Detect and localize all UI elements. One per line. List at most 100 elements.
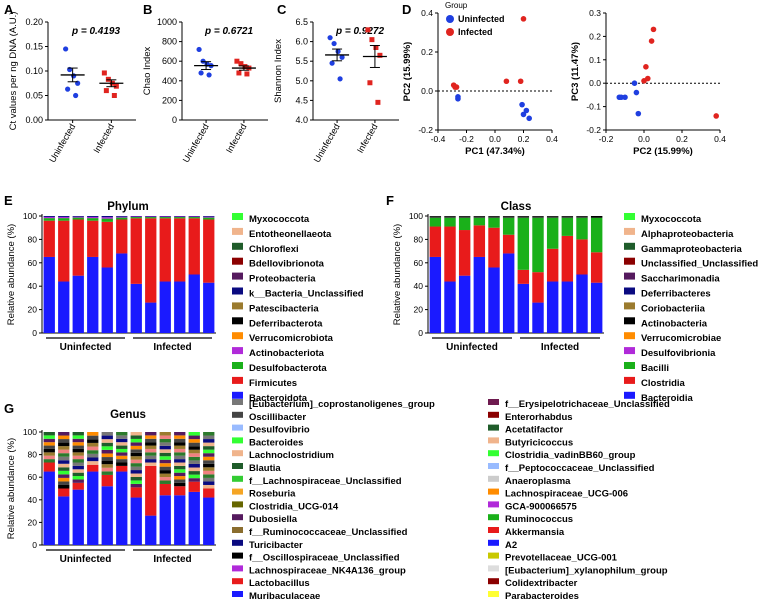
g-bar-segment-top <box>145 462 157 466</box>
e-legend-swatch <box>232 242 243 250</box>
g-bar-segment-middle <box>159 483 171 496</box>
f-legend-swatch <box>624 242 635 250</box>
f-bar-segment-top <box>444 216 456 218</box>
d2-point-infected <box>713 113 719 119</box>
b-p-value: p = 0.6721 <box>204 26 254 37</box>
d2-point-uninfected <box>622 94 628 101</box>
d2-x-tick-label: 0.0 <box>638 134 650 144</box>
g-bar-segment-top <box>203 481 215 485</box>
g-legend-swatch <box>488 424 499 431</box>
f-bar-segment-top <box>590 216 603 218</box>
g-bar-segment-top <box>87 457 99 462</box>
g-legend-label: Enterorhabdus <box>505 412 573 423</box>
e-y-tick-label: 60 <box>28 258 38 268</box>
g-bar-segment-top <box>87 439 99 443</box>
g-bar-segment-top <box>203 463 215 468</box>
b-point-uninfected <box>196 46 202 53</box>
d-legend-label-infected: Infected <box>458 27 493 37</box>
f-bar-segment-upper <box>532 217 544 273</box>
c-y-tick-label: 5.0 <box>295 76 308 86</box>
g-legend-label: Lactobacillus <box>249 578 310 589</box>
f-bar-segment-top <box>458 216 471 218</box>
g-bar-segment-top <box>203 460 215 464</box>
g-legend-swatch <box>232 514 243 521</box>
g-legend-label: Clostridia_UCG-014 <box>249 501 339 512</box>
g-legend-label: f__Oscillospiraceae_Unclassified <box>249 553 400 564</box>
g-bar-segment-top <box>43 442 55 446</box>
f-legend-label: Verrucomicrobiae <box>641 333 721 344</box>
a-y-tick-label: 0.05 <box>25 91 43 101</box>
g-bar-segment-top <box>174 476 186 480</box>
g-bar-segment-top <box>101 446 113 450</box>
e-bar-segment-top <box>116 216 128 217</box>
g-bar-segment-top <box>203 446 215 450</box>
g-bar-segment-top <box>72 465 84 470</box>
f-legend-label: Saccharimonadia <box>641 274 720 285</box>
e-bar-segment-top <box>145 216 157 218</box>
b-point-infected <box>244 71 250 77</box>
g-bar-segment-top <box>116 448 128 453</box>
g-bar-segment-top <box>58 442 70 447</box>
g-bar-segment-top <box>174 465 186 470</box>
f-legend-label: Gammaproteobacteria <box>641 244 743 255</box>
e-bar-segment-top <box>174 217 186 219</box>
g-bar-segment-top <box>188 478 200 482</box>
g-bar-segment-top <box>145 445 157 449</box>
e-bar-segment-middle <box>87 220 99 257</box>
g-legend-swatch <box>488 475 499 482</box>
b-y-tick-label: 600 <box>162 56 177 66</box>
f-bar-segment-upper <box>444 217 456 227</box>
g-legend-swatch <box>232 424 243 431</box>
g-bar-segment-top <box>101 457 113 461</box>
f-bar-segment-middle <box>517 269 530 284</box>
g-bar-segment-top <box>188 432 200 436</box>
g-bar-segment-top <box>116 438 128 443</box>
g-bar-segment-top <box>130 473 142 477</box>
g-legend-label: f__Ruminococcaceae_Unclassified <box>249 527 408 538</box>
g-bar-segment-top <box>72 445 84 449</box>
g-legend-label: Bacteroides <box>249 437 303 448</box>
g-bar-segment-top <box>130 432 142 436</box>
g-bar-segment-top <box>116 435 128 439</box>
e-bar-segment-middle <box>43 220 55 257</box>
f-legend-label: Coriobacteriia <box>641 303 706 314</box>
e-legend-label: Firmicutes <box>249 378 297 389</box>
f-bar-segment-upper <box>576 217 588 240</box>
e-legend-label: Bdellovibrionota <box>249 259 325 270</box>
g-bar-segment-middle <box>101 474 113 487</box>
g-legend-label: Dubosiella <box>249 514 298 525</box>
d1-x-tick-label: 0.2 <box>518 134 530 144</box>
g-bar-segment-top <box>159 438 171 443</box>
g-legend-label: Ruminococcus <box>505 514 573 525</box>
c-p-value: p = 0.9272 <box>335 26 385 37</box>
e-y-tick-label: 40 <box>28 281 38 291</box>
e-bar-segment-top <box>159 217 171 219</box>
g-bar-segment-top <box>174 432 186 436</box>
g-bar-segment-top <box>116 452 128 456</box>
g-bar-segment-top <box>72 432 84 436</box>
f-bar-segment-middle <box>546 248 559 282</box>
f-bar-segment-top <box>502 216 515 218</box>
g-bar-segment-top <box>174 472 186 477</box>
g-legend-swatch <box>488 411 499 418</box>
d1-point-infected <box>503 78 510 85</box>
d2-point-infected <box>643 64 649 70</box>
g-bar-segment-top <box>130 483 142 488</box>
g-y-tick-label: 40 <box>28 495 38 505</box>
e-bar-segment-top <box>203 216 215 217</box>
b-point-infected <box>234 58 240 64</box>
e-bar-segment-top <box>87 216 99 219</box>
g-bar-segment-top <box>174 469 186 473</box>
g-bar-segment-top <box>130 459 142 464</box>
d2-y-tick-label: 0.3 <box>589 8 601 18</box>
d2-point-uninfected <box>631 80 638 86</box>
c-point-infected <box>373 44 379 50</box>
b-y-tick-label: 0 <box>172 115 177 125</box>
g-bar-segment-top <box>101 435 113 440</box>
g-legend-label: Prevotellaceae_UCG-001 <box>505 553 618 564</box>
g-bar-segment-top <box>58 435 70 440</box>
g-bar-segment-top <box>145 459 157 463</box>
d2-y-tick-label: 0.2 <box>589 31 601 41</box>
g-bar-segment-top <box>72 442 84 446</box>
g-bar-segment-top <box>43 435 55 439</box>
